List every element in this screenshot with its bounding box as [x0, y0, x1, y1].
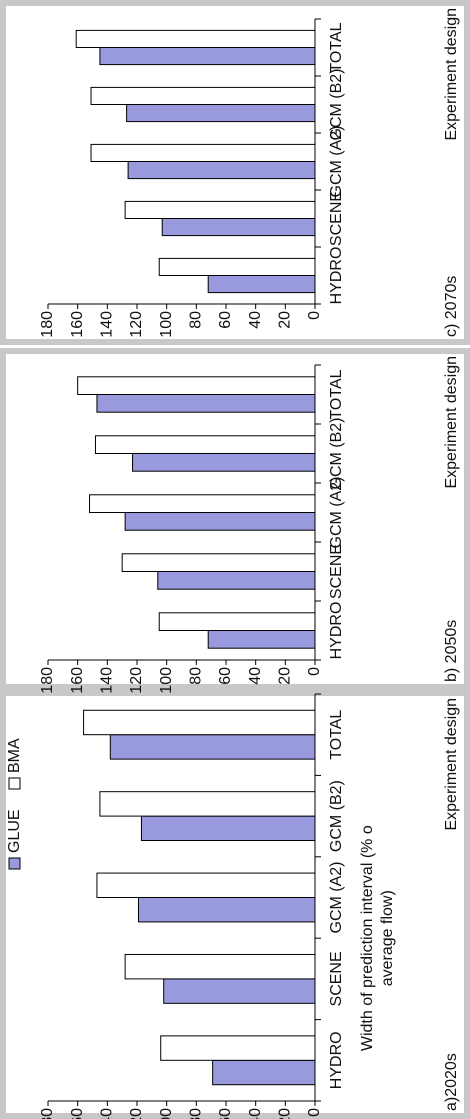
x-tick-label: HYDRO: [328, 247, 345, 305]
y-tick-label: 140: [99, 667, 116, 694]
bar: [89, 494, 316, 513]
bar: [77, 376, 316, 395]
bar: [163, 978, 316, 1004]
x-tick-label: GCM (B2): [328, 69, 345, 141]
x-tick-label: GCM (A2): [328, 477, 345, 549]
bar: [124, 512, 316, 531]
bar: [212, 1059, 316, 1086]
bar: [90, 86, 316, 105]
legend-swatch: [8, 777, 21, 790]
y-tick-label: 120: [128, 1108, 145, 1119]
y-tick-label: 60: [217, 311, 234, 329]
legend-label: BMA: [6, 738, 23, 773]
x-tick-label: SCENE: [328, 191, 345, 246]
bar: [124, 953, 316, 980]
bar: [207, 274, 316, 294]
legend-swatch: [8, 857, 21, 870]
legend-label: GLUE: [6, 809, 23, 853]
x-tick-label: GCM (A2): [328, 126, 345, 198]
bar: [109, 734, 316, 760]
y-tick-label: 140: [99, 1108, 116, 1119]
x-tick-label: TOTAL: [328, 22, 345, 72]
y-tick-label: 40: [247, 311, 264, 329]
x-tick-label: SCENE: [328, 544, 345, 599]
y-tick-label: 180: [39, 1108, 56, 1119]
x-tick-label: GCM (B2): [328, 780, 345, 852]
panel-caption: a)2020s: [443, 1053, 460, 1111]
bar: [158, 257, 316, 276]
bar: [75, 29, 316, 48]
y-tick-label: 60: [217, 1108, 234, 1119]
x-tick-label: HYDRO: [328, 602, 345, 660]
bar: [121, 553, 316, 572]
y-tick-label: 80: [188, 667, 205, 685]
y-tick-label: 120: [128, 311, 145, 338]
bar: [207, 630, 316, 649]
bar: [161, 217, 316, 237]
bar: [127, 160, 316, 180]
bar: [126, 103, 316, 123]
y-tick-label: 40: [247, 1108, 264, 1119]
y-tick-label: 100: [158, 1108, 175, 1119]
y-tick-label: 0: [306, 311, 323, 320]
y-tick-label: 20: [277, 667, 294, 685]
x-axis-title: Experiment design: [443, 8, 460, 141]
panel-frame: [0, 0, 470, 345]
bar: [99, 46, 316, 66]
bar: [158, 612, 316, 631]
y-axis-title: average flow): [379, 890, 396, 986]
x-axis-title: Experiment design: [443, 698, 460, 831]
panel-caption: b) 2050s: [443, 620, 460, 682]
bar: [90, 143, 316, 162]
panel-frame: [0, 690, 470, 1119]
y-tick-label: 180: [39, 667, 56, 694]
bar: [83, 709, 316, 736]
y-axis-title: Width of prediction interval (% o: [359, 825, 376, 1051]
bar: [137, 896, 316, 923]
x-tick-label: GCM (B2): [328, 418, 345, 490]
y-tick-label: 20: [277, 311, 294, 329]
panel-frame: [0, 348, 470, 690]
y-tick-label: 160: [69, 311, 86, 338]
y-tick-label: 180: [39, 311, 56, 338]
y-tick-label: 100: [158, 311, 175, 338]
x-tick-label: SCENE: [328, 951, 345, 1006]
bar: [160, 1035, 316, 1061]
bar: [140, 815, 316, 842]
y-tick-label: 160: [69, 667, 86, 694]
y-tick-label: 40: [247, 667, 264, 685]
y-tick-label: 160: [69, 1108, 86, 1119]
panel-caption: c) 2070s: [443, 276, 460, 337]
y-tick-label: 80: [188, 1108, 205, 1119]
x-tick-label: HYDRO: [328, 1031, 345, 1089]
bar: [157, 571, 316, 590]
y-tick-label: 140: [99, 311, 116, 338]
bar: [96, 394, 316, 413]
y-tick-label: 100: [158, 667, 175, 694]
x-axis-title: Experiment design: [443, 356, 460, 489]
y-tick-label: 120: [128, 667, 145, 694]
bar: [94, 435, 316, 454]
x-tick-label: TOTAL: [328, 369, 345, 419]
y-tick-label: 0: [306, 1108, 323, 1117]
bar: [99, 791, 316, 817]
y-tick-label: 60: [217, 667, 234, 685]
x-tick-label: TOTAL: [328, 710, 345, 760]
bar: [132, 453, 316, 472]
bar: [96, 872, 316, 898]
bar: [124, 200, 316, 219]
x-tick-label: GCM (A2): [328, 862, 345, 934]
y-tick-label: 20: [277, 1108, 294, 1119]
y-tick-label: 0: [306, 667, 323, 676]
y-tick-label: 80: [188, 311, 205, 329]
